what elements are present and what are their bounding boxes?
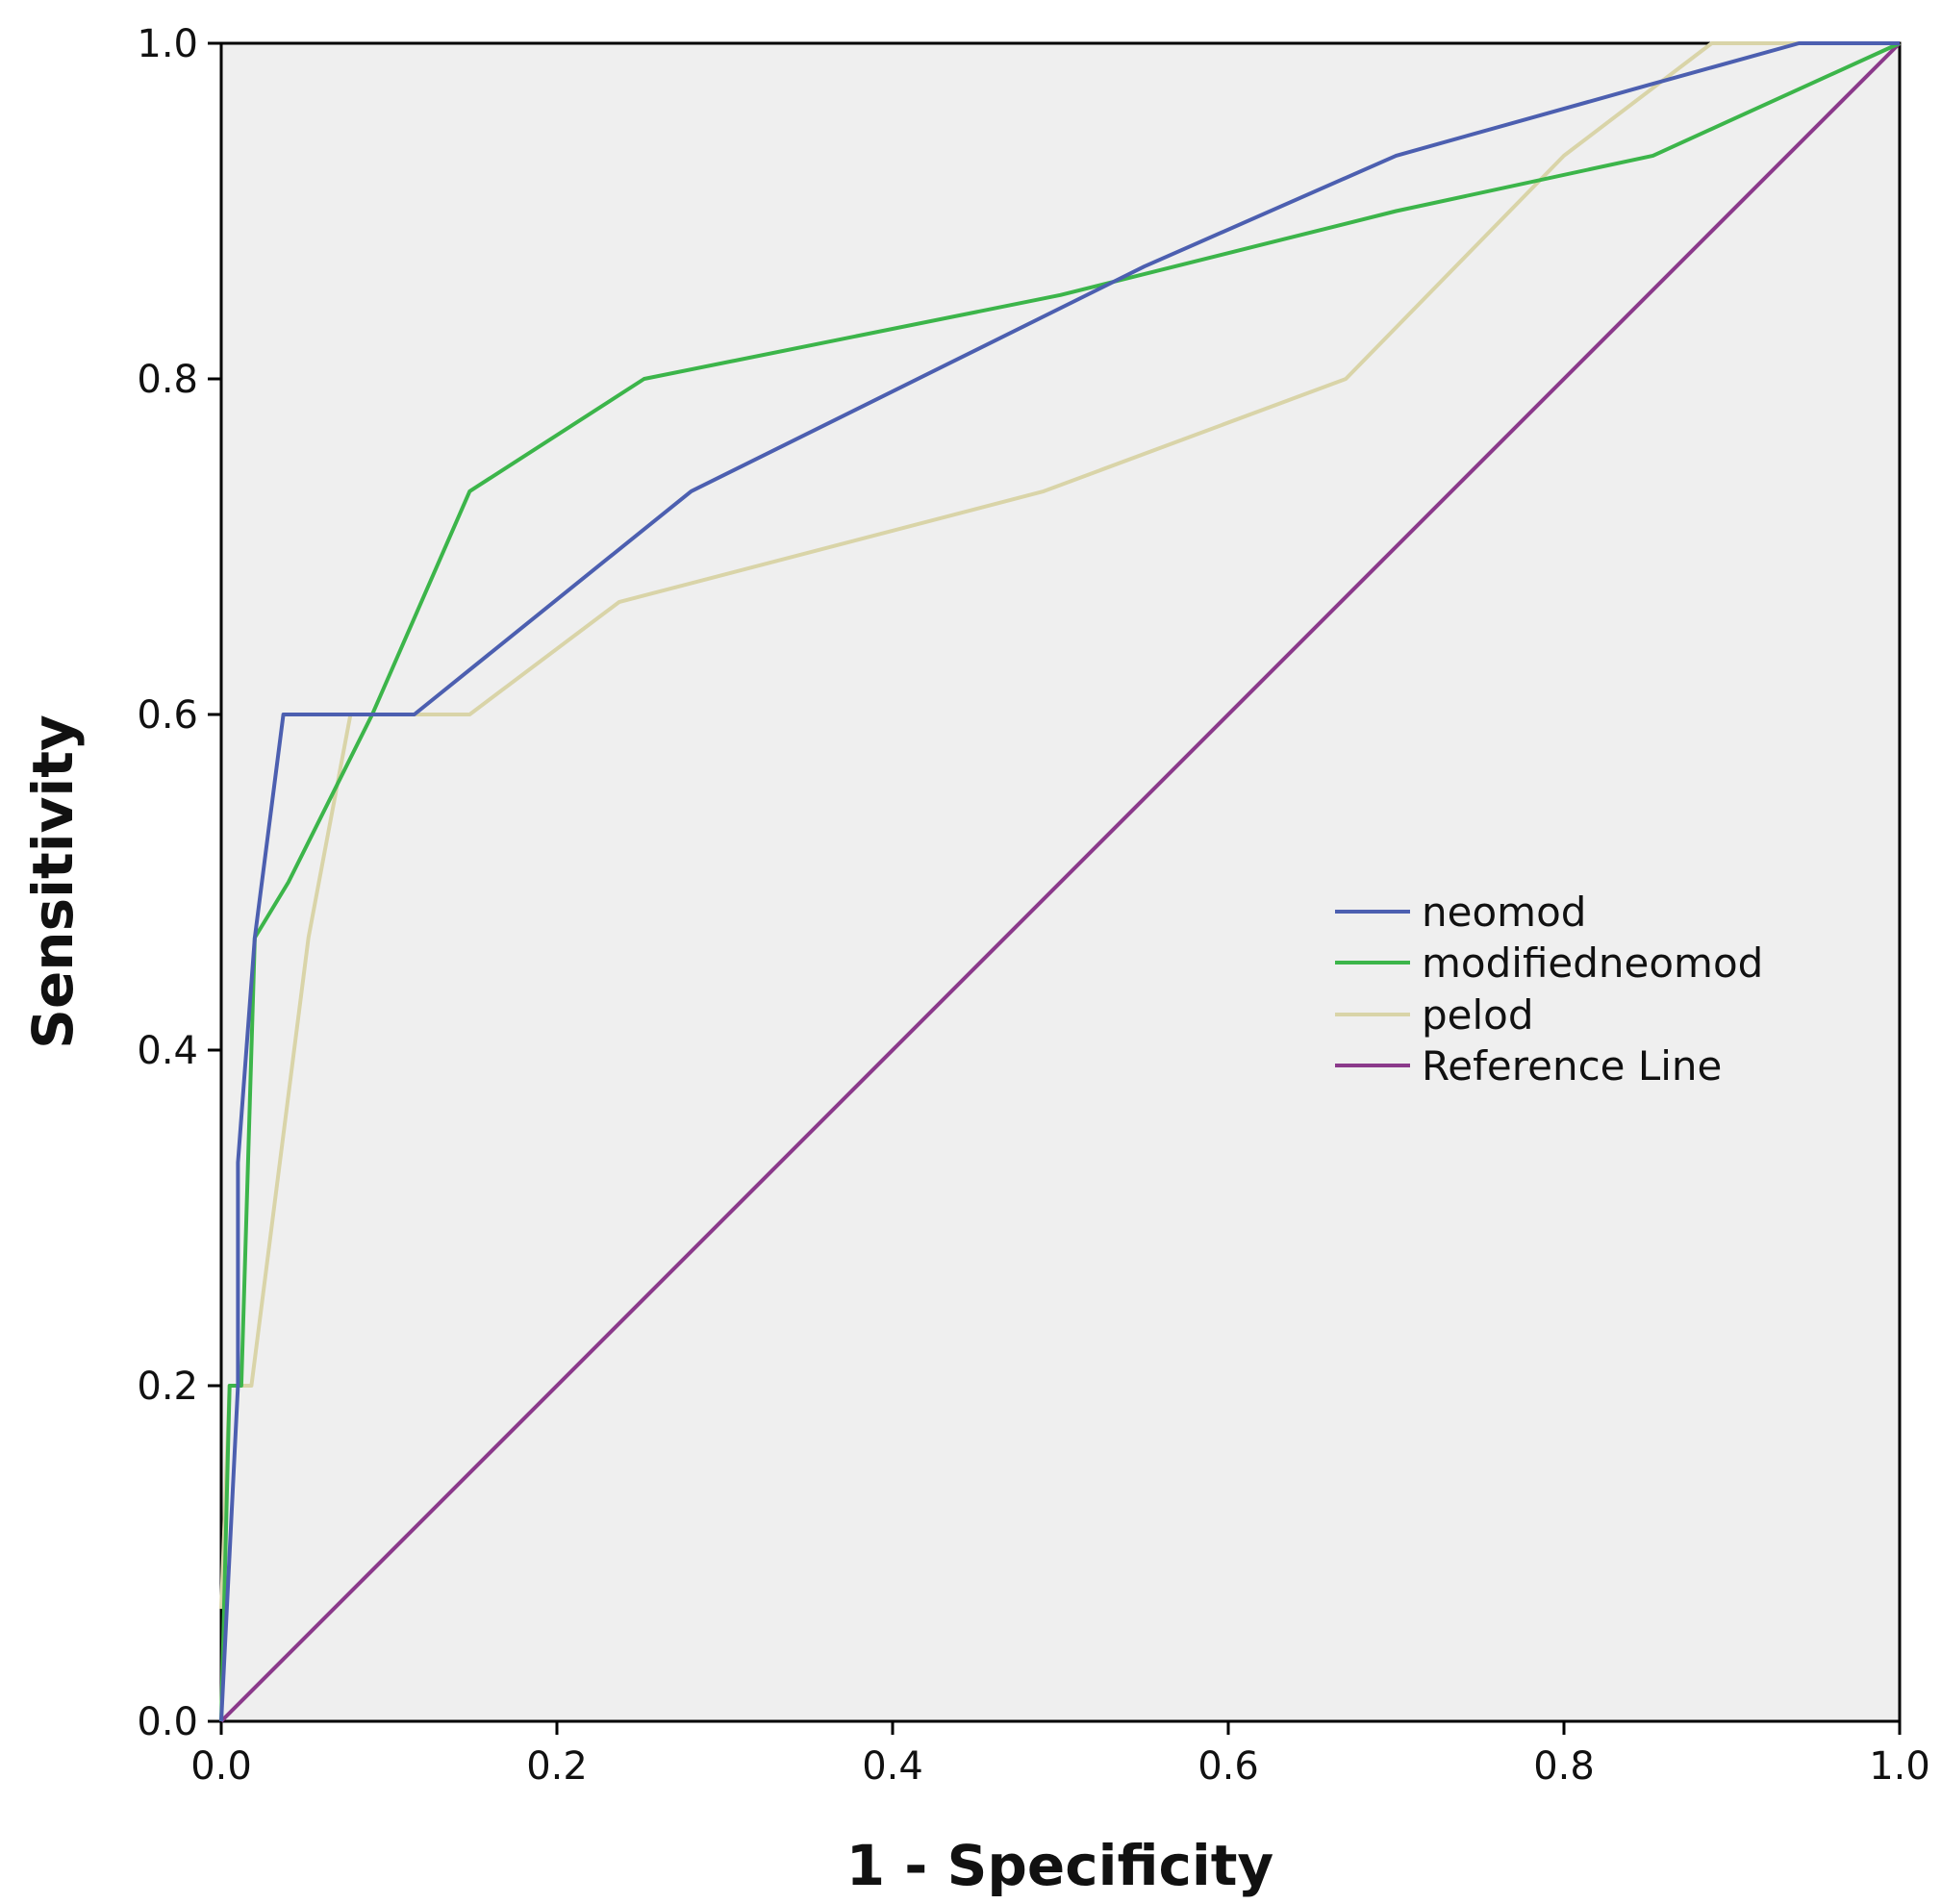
legend-item-neomod: neomod	[1335, 889, 1586, 936]
series-line-pelod	[219, 41, 1900, 1610]
y-tick-label: 0.4	[137, 1029, 198, 1073]
y-tick-label: 0.6	[137, 693, 198, 738]
y-tick-label: 0.0	[137, 1700, 198, 1744]
legend-item-reference-line: Reference Line	[1335, 1042, 1722, 1090]
legend-label-modifiedneomod: modifiedneomod	[1422, 939, 1763, 987]
x-tick-label: 0.8	[1533, 1744, 1595, 1789]
legend-label-neomod: neomod	[1422, 889, 1586, 936]
legend-label-reference-line: Reference Line	[1422, 1042, 1722, 1090]
series-line-reference-line	[219, 41, 1902, 1723]
axis-ticks: 0.0 0.2 0.4 0.6 0.8 1.0 0.0 0.2 0.4 0.6 0.8 1.0	[137, 22, 1929, 1789]
series-lines	[219, 41, 1902, 1723]
y-tick-label: 0.8	[137, 358, 198, 402]
x-tick-label: 0.2	[526, 1744, 588, 1789]
x-tick-label: 1.0	[1869, 1744, 1930, 1789]
y-tick-label: 1.0	[137, 22, 198, 66]
legend: neomod modifiedneomod pelod Reference Li…	[1335, 889, 1763, 1090]
y-axis-title: Sensitivity	[20, 714, 86, 1049]
legend-item-modifiedneomod: modifiedneomod	[1335, 939, 1763, 987]
x-axis-title: 1 - Specificity	[846, 1833, 1274, 1898]
series-line-neomod	[219, 41, 1900, 1722]
y-tick-label: 0.2	[137, 1365, 198, 1409]
legend-label-pelod: pelod	[1422, 991, 1534, 1039]
x-tick-label: 0.4	[862, 1744, 923, 1789]
legend-item-pelod: pelod	[1335, 991, 1534, 1039]
x-tick-label: 0.0	[190, 1744, 252, 1789]
x-tick-label: 0.6	[1197, 1744, 1259, 1789]
